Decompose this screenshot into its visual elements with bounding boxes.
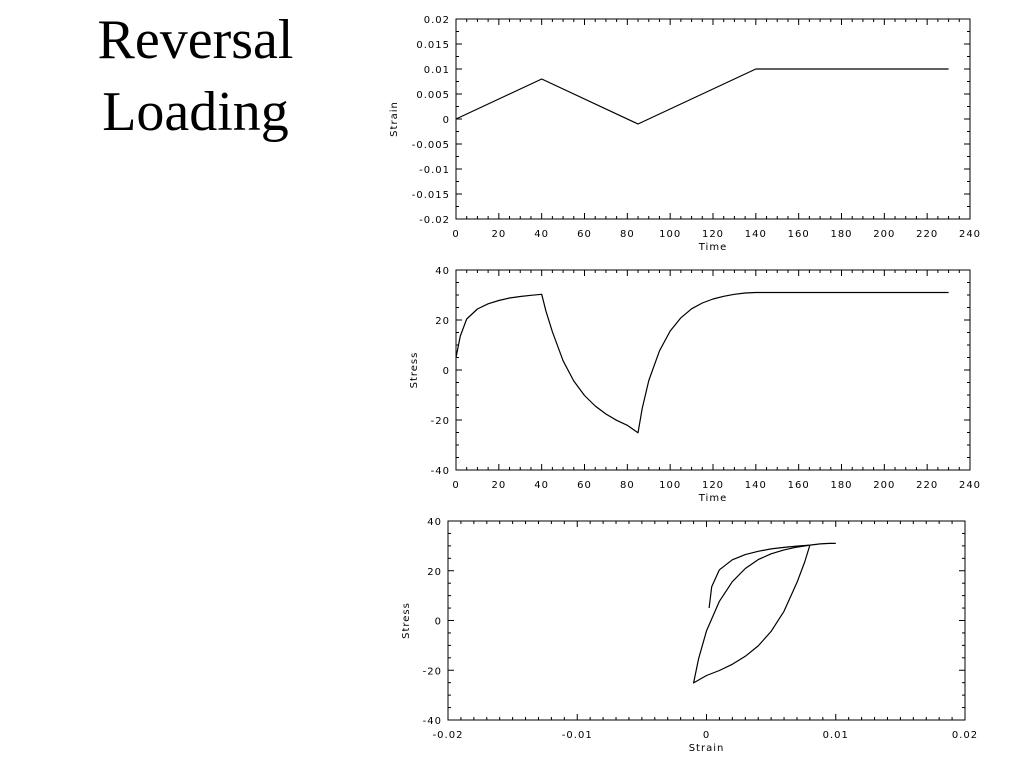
y-tick-label: 0.005: [416, 90, 450, 101]
stress-vs-strain-chart: -0.02 -0.01 0 0.01 0.02 -40 -20 0 20 40 Strain Stre…: [401, 517, 978, 754]
x-tick-label: 0: [703, 730, 710, 741]
x-tick-label: 100: [659, 229, 681, 240]
x-tick-label: 20: [491, 480, 506, 491]
y-axis-label: Stress: [409, 352, 420, 389]
x-tick-label: 220: [916, 229, 938, 240]
x-tick-label: 140: [745, 229, 767, 240]
y-axis-label: Stress: [401, 602, 412, 639]
slide-title-line-2: Loading: [102, 81, 289, 143]
x-tick-label: 20: [491, 229, 506, 240]
y-tick-label: -40: [423, 716, 442, 727]
series-line: [455, 291, 949, 434]
x-tick-label: -0.02: [433, 730, 464, 741]
y-tick-label: -0.005: [412, 140, 450, 151]
x-tick-label: 220: [916, 480, 938, 491]
x-tick-label: 60: [577, 229, 592, 240]
y-axis-label: Strain: [389, 101, 400, 137]
y-tick-label: 0.015: [416, 40, 450, 51]
x-axis-label: Time: [698, 493, 727, 504]
x-tick-label: 160: [788, 229, 810, 240]
x-tick-label: 200: [873, 229, 895, 240]
x-tick-label: 240: [959, 229, 981, 240]
plot-frame: [455, 18, 971, 220]
y-tick-label: -20: [423, 666, 442, 677]
x-tick-label: 160: [788, 480, 810, 491]
x-tick-label: -0.01: [562, 730, 593, 741]
y-tick-label: -0.02: [419, 215, 450, 226]
x-tick-label: 80: [620, 480, 635, 491]
series-line: [692, 542, 836, 684]
x-tick-label: 180: [830, 229, 852, 240]
y-tick-label: 0: [443, 115, 450, 126]
y-tick-label: 0.02: [424, 15, 450, 26]
y-tick-label: 40: [427, 517, 442, 528]
x-tick-label: 80: [620, 229, 635, 240]
x-tick-label: 200: [873, 480, 895, 491]
series-line: [455, 68, 949, 125]
slide-title: Reversal Loading: [58, 4, 333, 148]
plot-frame: [455, 269, 971, 471]
y-tick-label: 20: [427, 567, 442, 578]
x-tick-label: 0.02: [952, 730, 978, 741]
y-tick-label: 0.01: [424, 65, 450, 76]
x-tick-label: 240: [959, 480, 981, 491]
y-tick-label: 0: [443, 366, 450, 377]
y-tick-label: 20: [435, 316, 450, 327]
x-tick-label: 40: [534, 480, 549, 491]
x-tick-label: 180: [830, 480, 852, 491]
x-tick-label: 0.01: [823, 730, 849, 741]
y-tick-label: 40: [435, 266, 450, 277]
y-tick-label: -20: [431, 416, 450, 427]
x-tick-label: 120: [702, 229, 724, 240]
x-axis-label: Strain: [689, 743, 725, 754]
x-tick-label: 40: [534, 229, 549, 240]
x-tick-label: 60: [577, 480, 592, 491]
y-tick-label: -40: [431, 466, 450, 477]
y-tick-label: 0: [435, 617, 442, 628]
x-tick-label: 140: [745, 480, 767, 491]
y-tick-label: -0.015: [412, 190, 450, 201]
y-tick-label: -0.01: [419, 165, 450, 176]
x-tick-label: 0: [452, 229, 459, 240]
x-axis-label: Time: [698, 242, 727, 253]
x-tick-label: 120: [702, 480, 724, 491]
strain-vs-time-chart: 0 20 40 60 80 100 120 140 160 180 200 220 240 -0.02 -0…: [389, 15, 981, 253]
stress-vs-time-chart: 0 20 40 60 80 100 120 140 160 180 200 220 240 -40 -20 0…: [409, 266, 981, 504]
x-tick-label: 100: [659, 480, 681, 491]
slide-title-line-1: Reversal: [97, 9, 294, 71]
plot-frame: [447, 520, 966, 721]
x-tick-label: 0: [452, 480, 459, 491]
